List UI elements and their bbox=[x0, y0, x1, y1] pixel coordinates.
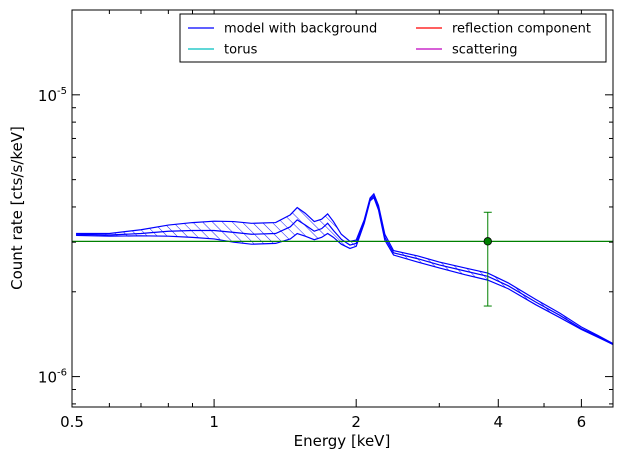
tick-labels: 0.5 1 2 4 6 10-6 10-5 bbox=[38, 86, 586, 431]
plot-frame bbox=[71, 9, 614, 408]
x-tick-label: 4 bbox=[494, 413, 504, 431]
model-band-hatch bbox=[76, 193, 613, 345]
legend-box bbox=[179, 13, 607, 63]
legend-label: scattering bbox=[452, 43, 518, 58]
legend-label: reflection component bbox=[452, 22, 591, 37]
x-axis-label: Energy [keV] bbox=[294, 432, 391, 450]
legend: model with background reflection componen… bbox=[179, 13, 607, 63]
y-tick-label: 10-6 bbox=[38, 368, 67, 387]
y-tick-label: 10-5 bbox=[38, 86, 67, 105]
legend-label: model with background bbox=[224, 22, 377, 37]
x-tick-label: 0.5 bbox=[60, 413, 84, 431]
x-tick-label: 2 bbox=[351, 413, 361, 431]
plot-area bbox=[72, 192, 613, 346]
y-axis-label: Count rate [cts/s/keV] bbox=[8, 126, 26, 290]
x-tick-label: 6 bbox=[577, 413, 587, 431]
legend-label: torus bbox=[224, 43, 258, 58]
model-upper-line bbox=[76, 192, 613, 345]
axis-ticks bbox=[71, 10, 614, 407]
data-point-marker bbox=[483, 237, 492, 246]
model-lower-line bbox=[76, 196, 613, 346]
x-tick-label: 1 bbox=[209, 413, 219, 431]
model-central-line bbox=[76, 194, 613, 346]
